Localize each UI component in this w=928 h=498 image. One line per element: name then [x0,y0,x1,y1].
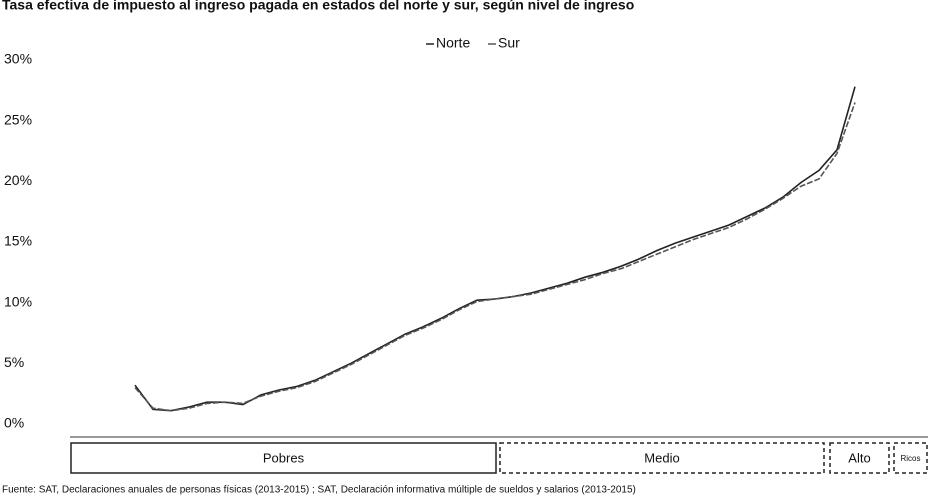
legend-label: Sur [498,35,520,51]
y-tick-label: 25% [4,111,32,127]
segment-box [893,442,928,474]
series-line [134,86,856,412]
chart-title: Tasa efectiva de impuesto al ingreso pag… [2,0,634,13]
y-tick-label: 5% [4,354,24,370]
y-tick-label: 20% [4,172,32,188]
segment-label: Alto [848,450,870,465]
y-tick-label: 15% [4,233,32,249]
segment-label: Pobres [263,450,305,465]
y-tick-label: 30% [4,51,32,67]
segment-box [829,442,890,474]
segment-box [70,442,497,474]
segment-label: Medio [644,450,679,465]
source-note: Fuente: SAT, Declaraciones anuales de pe… [2,485,636,496]
segment-label: Ricos [900,454,920,463]
series-line [134,102,856,412]
y-tick-label: 0% [4,415,24,431]
y-tick-label: 10% [4,293,32,309]
segment-box [499,442,825,474]
legend-label: Norte [436,35,470,51]
